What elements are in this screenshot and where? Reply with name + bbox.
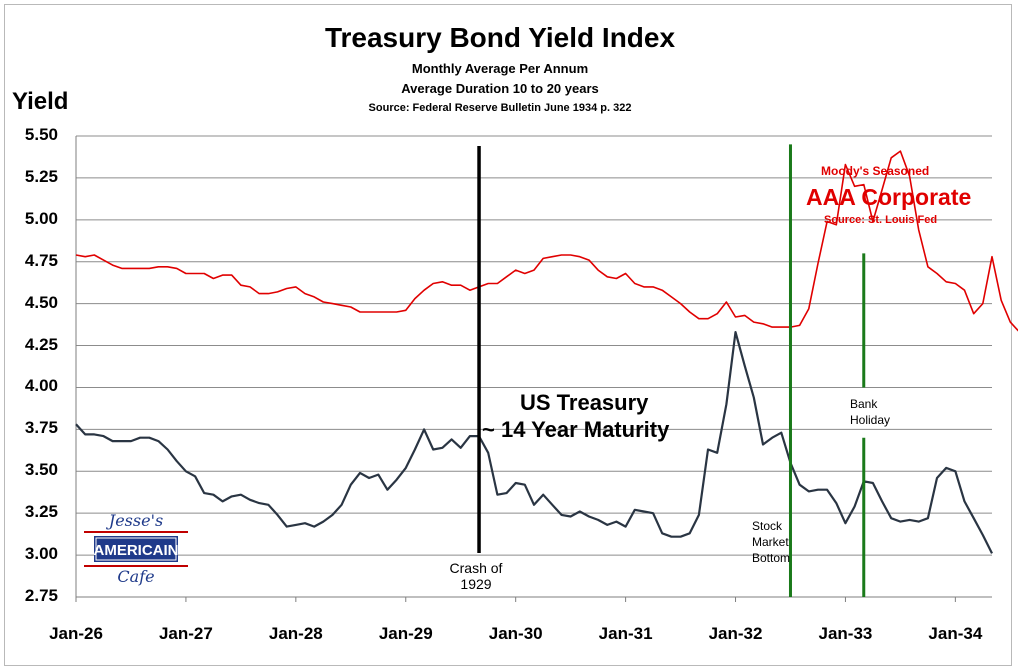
y-tick-label: 3.50 xyxy=(24,460,58,480)
x-tick-label: Jan-31 xyxy=(598,624,653,643)
y-tick-label: 4.75 xyxy=(24,250,58,270)
logo-banner xyxy=(94,536,178,562)
y-tick-label: 4.25 xyxy=(24,334,58,354)
y-tick-label: 3.25 xyxy=(24,502,58,522)
annotation-stock-market-bottom: Stock Market Bottom xyxy=(752,519,791,565)
chart-subtitle-duration: Average Duration 10 to 20 years xyxy=(401,81,599,96)
legend-moodys-source: Source: St. Louis Fed xyxy=(824,214,938,226)
y-tick-label: 4.50 xyxy=(24,292,58,312)
x-tick-label: Jan-28 xyxy=(268,624,323,643)
annotation-bank-holiday: Bank Holiday xyxy=(850,397,891,427)
axes xyxy=(75,136,992,602)
x-tick-label: Jan-29 xyxy=(378,624,433,643)
series-us-treasury-line xyxy=(75,331,993,554)
cafe-logo: Jesse's AMERICAIN Cafe xyxy=(84,511,188,586)
y-tick-label: 3.00 xyxy=(24,544,58,564)
chart-title: Treasury Bond Yield Index xyxy=(324,22,676,53)
event-lines xyxy=(477,144,866,597)
legend-treasury-label: US Treasury xyxy=(520,390,649,415)
logo-banner-border xyxy=(95,537,177,561)
legend-moodys-label: Moody's Seasoned xyxy=(821,164,930,178)
logo-line-1: Jesse's xyxy=(106,511,163,530)
chart-subtitle-source: Source: Federal Reserve Bulletin June 19… xyxy=(368,102,632,114)
y-tick-label: 5.50 xyxy=(24,125,58,144)
y-tick-label: 2.75 xyxy=(24,586,58,605)
series-moodys-aaa-line xyxy=(75,150,1018,332)
chart-subtitle-monthly: Monthly Average Per Annum xyxy=(411,61,589,76)
legend-treasury-maturity: ~ 14 Year Maturity xyxy=(482,417,670,442)
series-lines xyxy=(75,150,1018,554)
annotation-crash-1929: Crash of 1929 xyxy=(449,560,503,592)
gridlines xyxy=(76,135,992,598)
x-tick-label: Jan-34 xyxy=(928,624,983,643)
logo-line-3: Cafe xyxy=(117,567,154,586)
x-tick-label: Jan-30 xyxy=(488,624,543,643)
legend-aaa-corporate-label: AAA Corporate xyxy=(806,184,972,210)
y-axis-label: Yield xyxy=(12,88,69,115)
x-tick-label: Jan-27 xyxy=(158,624,213,643)
logo-line-2: AMERICAIN xyxy=(94,542,179,559)
y-tick-label: 5.00 xyxy=(24,208,58,228)
y-tick-label: 3.75 xyxy=(24,418,58,438)
y-tick-label: 5.25 xyxy=(24,166,58,186)
x-tick-label: Jan-32 xyxy=(708,624,763,643)
x-tick-label: Jan-26 xyxy=(49,624,103,643)
y-tick-label: 4.00 xyxy=(24,376,58,396)
x-tick-label: Jan-33 xyxy=(818,624,873,643)
